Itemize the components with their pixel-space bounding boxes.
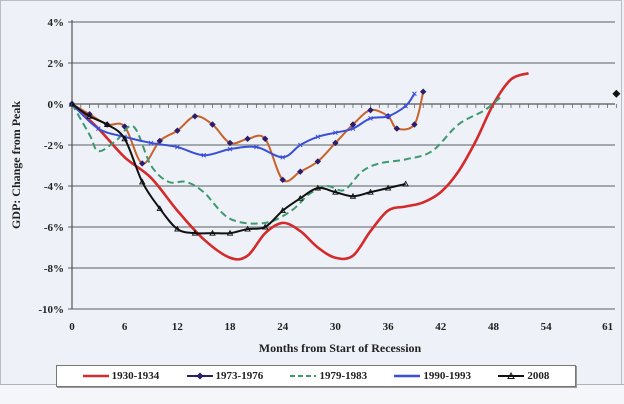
x-tick-label: 61 bbox=[602, 321, 613, 333]
legend-swatch-diamond-line bbox=[186, 371, 213, 381]
chart-legend: 1930-1934 1973-1976 1979-1983 1990-1993 … bbox=[56, 365, 576, 387]
legend-swatch-green-dashed bbox=[290, 371, 317, 381]
series-2008 bbox=[68, 100, 409, 236]
y-tick-label: 2% bbox=[48, 58, 65, 70]
x-tick-label: 36 bbox=[383, 321, 395, 333]
x-tick-label: 30 bbox=[330, 321, 342, 333]
legend-item-2008: 2008 bbox=[498, 370, 549, 382]
y-tick-label: -10% bbox=[38, 304, 64, 316]
x-tick-label: 18 bbox=[225, 321, 237, 333]
y-tick-label: 0% bbox=[48, 99, 65, 111]
series-1979-1983 bbox=[71, 95, 503, 225]
gridlines bbox=[68, 21, 615, 310]
legend-item-1990-1993: 1990-1993 bbox=[394, 370, 471, 382]
x-tick-label: 42 bbox=[435, 321, 447, 333]
y-axis-title: GDP: Change from Peak bbox=[9, 101, 23, 229]
legend-item-1930-1934: 1930-1934 bbox=[82, 370, 160, 382]
legend-item-1979-1983: 1979-1983 bbox=[290, 370, 367, 382]
y-tick-label: -4% bbox=[44, 181, 64, 193]
legend-label: 1990-1993 bbox=[423, 370, 472, 382]
x-axis-ticks: 0 6 12 18 24 30 36 42 48 54 61 bbox=[69, 321, 613, 333]
legend-item-1973-1976: 1973-1976 bbox=[186, 370, 264, 382]
x-tick-label: 0 bbox=[69, 321, 75, 333]
legend-swatch-red-line bbox=[82, 371, 109, 381]
y-axis-ticks: 4% 2% 0% -2% -4% -6% -8% -10% bbox=[38, 17, 64, 316]
legend-label: 1973-1976 bbox=[215, 370, 264, 382]
legend-swatch-triangle-line bbox=[498, 371, 525, 381]
y-tick-label: -6% bbox=[44, 222, 64, 234]
series-1990-1993 bbox=[69, 91, 417, 160]
x-tick-label: 54 bbox=[541, 321, 553, 333]
legend-label: 1930-1934 bbox=[111, 370, 160, 382]
y-tick-label: -8% bbox=[44, 263, 64, 275]
x-tick-label: 6 bbox=[122, 321, 128, 333]
legend-label: 1979-1983 bbox=[319, 370, 368, 382]
legend-label: 2008 bbox=[527, 370, 550, 382]
outlier-point-marker bbox=[612, 89, 621, 98]
x-tick-label: 12 bbox=[172, 321, 184, 333]
x-axis-title: Months from Start of Recession bbox=[259, 341, 422, 355]
series-1930-1934 bbox=[71, 71, 529, 261]
data-series bbox=[68, 71, 621, 261]
y-tick-label: 4% bbox=[48, 17, 65, 29]
x-tick-label: 48 bbox=[488, 321, 500, 333]
y-tick-label: -2% bbox=[44, 140, 64, 152]
x-tick-label: 24 bbox=[277, 321, 289, 333]
legend-swatch-blue-x-line bbox=[394, 371, 421, 381]
